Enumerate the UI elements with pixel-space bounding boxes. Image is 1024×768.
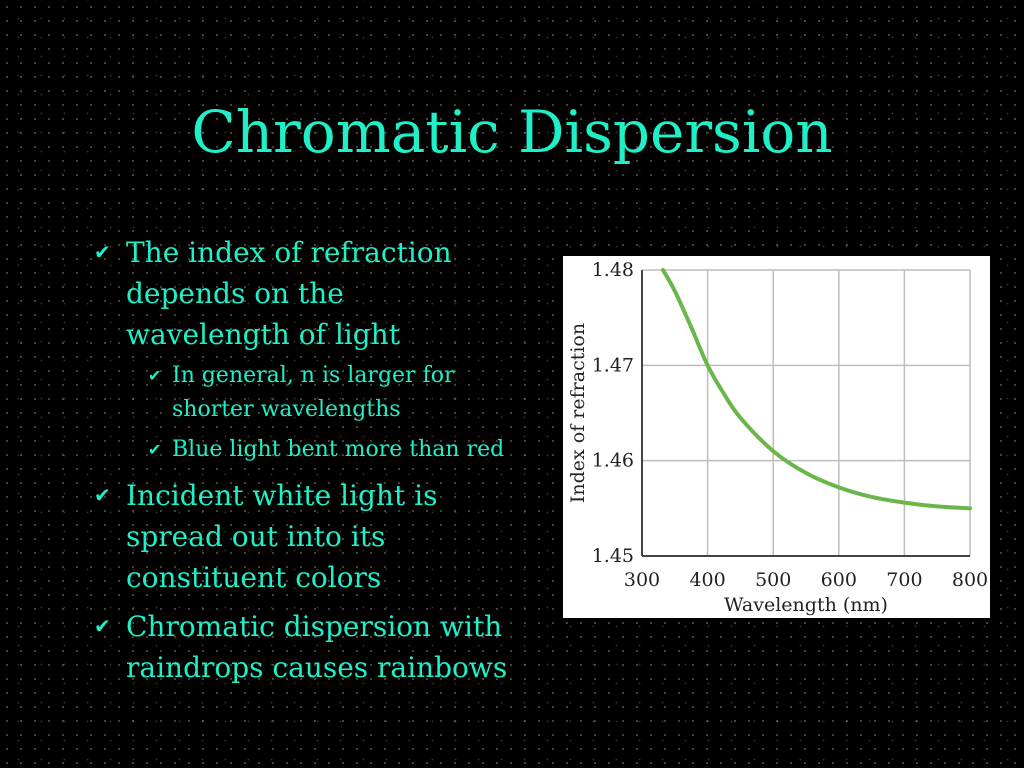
bullet-item: ✔ Chromatic dispersion with raindrops ca… [94, 606, 514, 688]
sub-bullet-item: ✔ Blue light bent more than red [138, 433, 514, 467]
dispersion-chart: 300 400 500 600 700 800 1.45 1.46 1.47 1.48 Wavel… [563, 256, 990, 618]
y-tick-label: 1.47 [592, 354, 634, 376]
x-tick-label: 500 [755, 569, 791, 591]
checkmark-icon: ✔ [94, 240, 111, 264]
series-line [660, 268, 972, 511]
sub-bullet-text: In general, n is larger for shorter wave… [172, 363, 455, 422]
checkmark-icon: ✔ [148, 366, 162, 385]
bullet-item: ✔ The index of refraction depends on the… [94, 232, 514, 467]
x-axis-label: Wavelength (nm) [724, 594, 888, 616]
y-tick-label: 1.48 [592, 259, 634, 281]
sub-bullet-item: ✔ In general, n is larger for shorter wa… [138, 359, 514, 427]
sub-bullet-text: Blue light bent more than red [172, 437, 505, 462]
bullet-text: Chromatic dispersion with raindrops caus… [126, 610, 508, 684]
slide-title: Chromatic Dispersion [191, 98, 833, 166]
checkmark-icon: ✔ [94, 614, 111, 638]
x-tick-label: 400 [689, 569, 725, 591]
sub-bullet-list: ✔ In general, n is larger for shorter wa… [126, 359, 514, 467]
checkmark-icon: ✔ [148, 440, 162, 459]
bullet-item: ✔ Incident white light is spread out int… [94, 475, 514, 598]
chart-svg: 300 400 500 600 700 800 1.45 1.46 1.47 1.48 Wavel… [567, 259, 988, 616]
x-tick-label: 300 [624, 569, 660, 591]
bullet-text: Incident white light is spread out into … [126, 479, 438, 594]
bullet-text: The index of refraction depends on the w… [126, 236, 452, 351]
y-axis-label: Index of refraction [567, 323, 589, 503]
x-tick-label: 600 [821, 569, 857, 591]
x-tick-label: 700 [886, 569, 922, 591]
y-tick-label: 1.45 [592, 545, 634, 567]
bullet-list: ✔ The index of refraction depends on the… [94, 232, 514, 696]
x-tick-label: 800 [952, 569, 988, 591]
checkmark-icon: ✔ [94, 483, 111, 507]
y-tick-label: 1.46 [592, 450, 634, 472]
